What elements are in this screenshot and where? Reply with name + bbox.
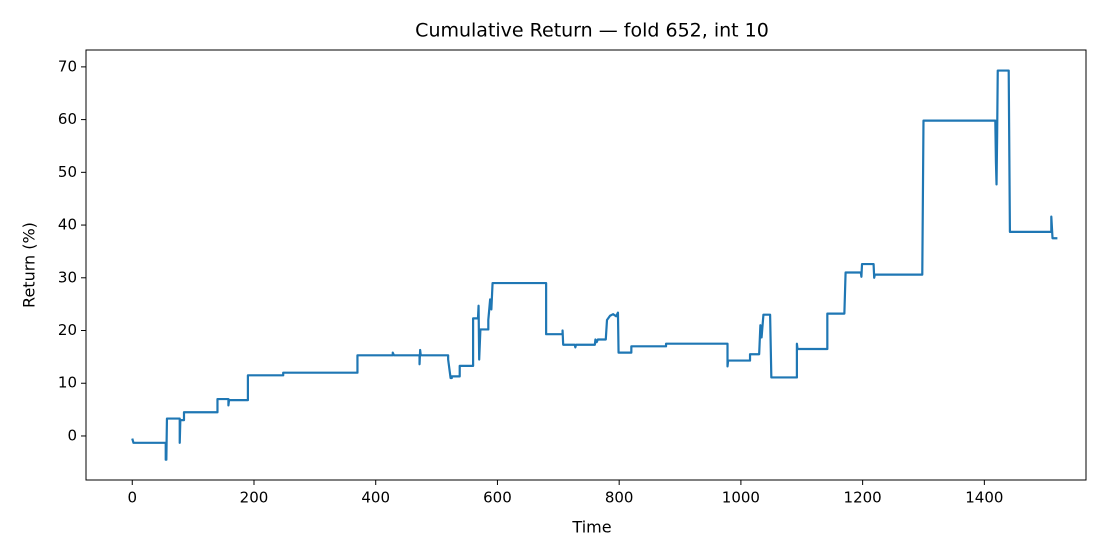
y-tick-label: 10 <box>58 374 77 392</box>
x-tick-label: 0 <box>127 489 137 507</box>
x-tick-label: 800 <box>605 489 634 507</box>
plot-frame <box>85 49 1087 481</box>
x-tick-label: 200 <box>240 489 269 507</box>
y-tick-label: 40 <box>58 216 77 234</box>
x-tick-label: 1400 <box>965 489 1003 507</box>
y-tick-label: 70 <box>58 57 77 75</box>
y-tick-label: 30 <box>58 268 77 286</box>
y-tick-label: 20 <box>58 321 77 339</box>
y-tick-label: 50 <box>58 163 77 181</box>
line-series <box>131 69 1058 461</box>
x-axis-label: Time <box>571 518 611 537</box>
x-tick-label: 1200 <box>844 489 882 507</box>
x-tick-label: 1000 <box>722 489 760 507</box>
y-tick-label: 0 <box>67 426 77 444</box>
y-tick-label: 60 <box>58 110 77 128</box>
y-axis-label: Return (%) <box>20 222 39 308</box>
x-tick-label: 400 <box>361 489 390 507</box>
x-tick-label: 600 <box>483 489 512 507</box>
chart-title: Cumulative Return — fold 652, int 10 <box>415 20 769 42</box>
